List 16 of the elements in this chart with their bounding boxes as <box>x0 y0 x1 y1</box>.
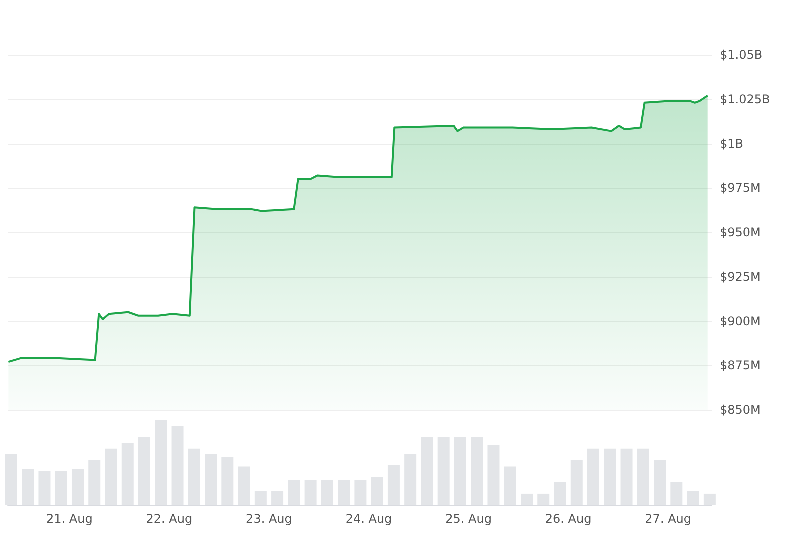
x-tick-label: 27. Aug <box>645 512 692 526</box>
y-tick-label: $1.05B <box>720 48 763 62</box>
y-tick-label: $1.025B <box>720 92 770 106</box>
y-tick-label: $900M <box>720 314 761 328</box>
y-tick-label: $950M <box>720 226 761 240</box>
x-tick-label: 25. Aug <box>446 512 492 526</box>
y-tick-label: $975M <box>720 181 761 196</box>
y-tick-label: $875M <box>720 358 761 373</box>
y-tick-label: $1B <box>720 136 744 151</box>
x-tick-label: 22. Aug <box>146 512 193 526</box>
x-tick-label: 26. Aug <box>545 512 592 526</box>
y-tick-label: $925M <box>720 270 761 284</box>
x-tick-label: 24. Aug <box>346 512 392 526</box>
y-tick-label: $850M <box>720 403 761 417</box>
x-tick-label: 23. Aug <box>246 512 292 526</box>
x-tick-label: 21. Aug <box>46 512 93 526</box>
